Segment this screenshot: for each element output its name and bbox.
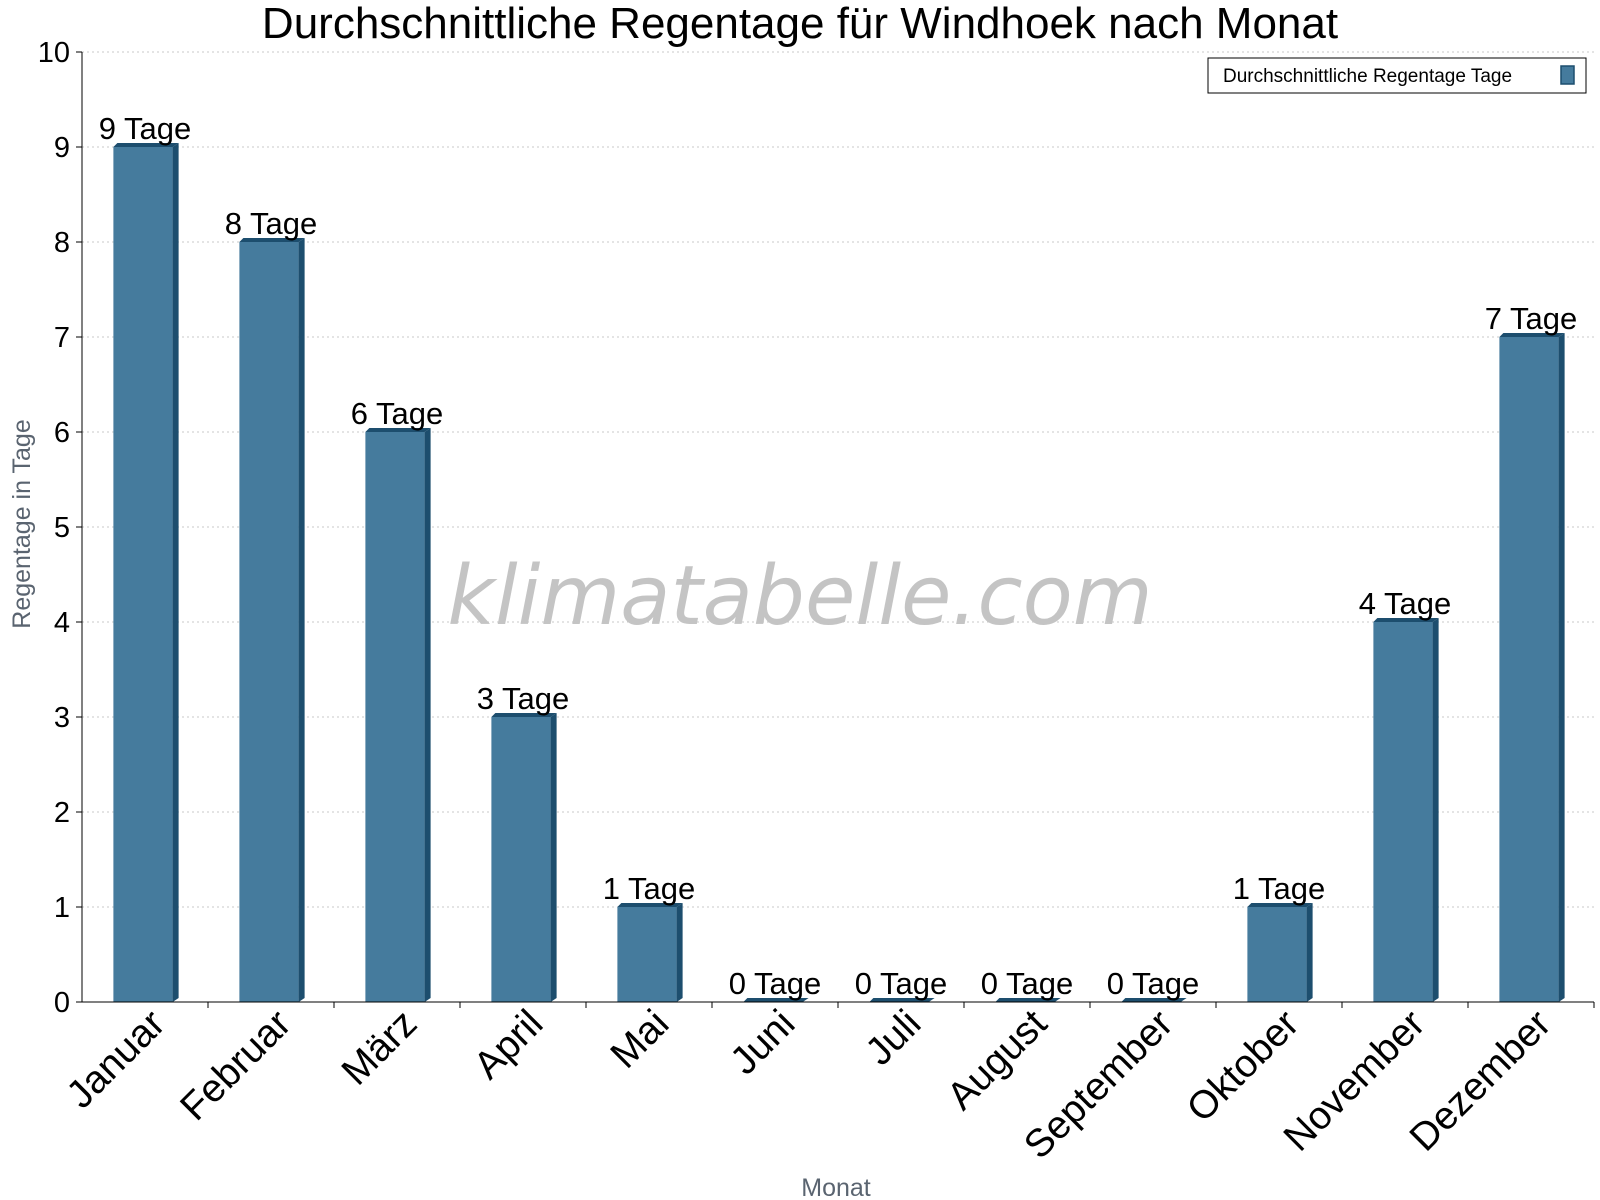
bar-top (365, 428, 431, 432)
bar-side (550, 713, 557, 1002)
x-tick-label: Juli (858, 1002, 930, 1074)
bar-top (617, 903, 683, 907)
data-label: 0 Tage (1107, 966, 1200, 1001)
x-tick-label: März (334, 1002, 426, 1094)
bar-mai (617, 907, 677, 1002)
bar-oktober (1247, 907, 1307, 1002)
x-tick-label: August (939, 1002, 1055, 1118)
legend: Durchschnittliche Regentage Tage (1207, 57, 1587, 94)
data-label: 0 Tage (855, 966, 948, 1001)
data-label: 1 Tage (1233, 871, 1326, 906)
data-label: 0 Tage (729, 966, 822, 1001)
bar-top (743, 998, 809, 1002)
bar-top (491, 713, 557, 717)
data-label: 4 Tage (1359, 586, 1452, 621)
bar-top (995, 998, 1061, 1002)
bar-top (1121, 998, 1187, 1002)
bar-side (676, 903, 683, 1002)
x-tick-label: Oktober (1179, 1002, 1308, 1131)
bar-top (1373, 618, 1439, 622)
y-tick-label: 0 (54, 987, 70, 1019)
data-label: 8 Tage (225, 206, 318, 241)
x-axis-label: Monat (801, 1174, 871, 1200)
y-tick-label: 9 (54, 132, 70, 164)
legend-label: Durchschnittliche Regentage Tage (1223, 66, 1512, 87)
legend-swatch (1560, 65, 1575, 85)
y-tick-label: 6 (54, 417, 70, 449)
gridlines (82, 51, 1594, 908)
y-tick-label: 7 (54, 322, 70, 354)
bar-top (869, 998, 935, 1002)
x-tick-label: Mai (603, 1002, 678, 1077)
bar-april (491, 717, 551, 1002)
chart-title: Durchschnittliche Regentage für Windhoek… (262, 0, 1338, 48)
y-tick-label: 8 (54, 227, 70, 259)
bar-top (113, 143, 179, 147)
bar-side (1558, 333, 1565, 1002)
y-tick-label: 10 (38, 37, 70, 69)
bar-dezember (1499, 337, 1559, 1002)
data-label: 1 Tage (603, 871, 696, 906)
bar-märz (365, 432, 425, 1002)
bar-februar (239, 242, 299, 1002)
x-axis-ticks: Januar Februar März April Mai Juni Juli AugustS… (59, 1002, 1595, 1167)
x-tick-label: Februar (172, 1002, 299, 1129)
x-tick-label: Juni (722, 1002, 803, 1083)
y-axis-label: Regentage in Tage (8, 419, 36, 628)
legend-box (1207, 57, 1587, 94)
bar-side (1306, 903, 1313, 1002)
bar-top (1499, 333, 1565, 337)
y-tick-label: 3 (54, 702, 70, 734)
bar-side (172, 143, 179, 1002)
data-labels: 9 Tage 8 Tage 6 Tage 3 Tage 1 Tage 0 Tage 0 Ta… (99, 111, 1578, 1001)
data-label: 3 Tage (477, 681, 570, 716)
y-tick-label: 4 (54, 607, 70, 639)
bar-top (239, 238, 305, 242)
bar-side (424, 428, 431, 1002)
bars (113, 143, 1565, 1002)
y-tick-label: 2 (54, 797, 70, 829)
watermark: klimatabelle.com (447, 549, 1152, 644)
data-label: 0 Tage (981, 966, 1074, 1001)
bar-top (1247, 903, 1313, 907)
y-tick-label: 5 (54, 512, 70, 544)
data-label: 9 Tage (99, 111, 192, 146)
y-axis-ticks: 0 1 2 3 4 5 6 7 8 9 10 (38, 37, 82, 1019)
x-tick-label: April (466, 1002, 552, 1088)
bar-side (298, 238, 305, 1002)
x-tick-label: Januar (59, 1002, 174, 1117)
bar-side (1432, 618, 1439, 1002)
data-label: 6 Tage (351, 396, 444, 431)
y-tick-label: 1 (54, 892, 70, 924)
data-label: 7 Tage (1485, 301, 1578, 336)
bar-november (1373, 622, 1433, 1002)
bar-januar (113, 147, 173, 1002)
